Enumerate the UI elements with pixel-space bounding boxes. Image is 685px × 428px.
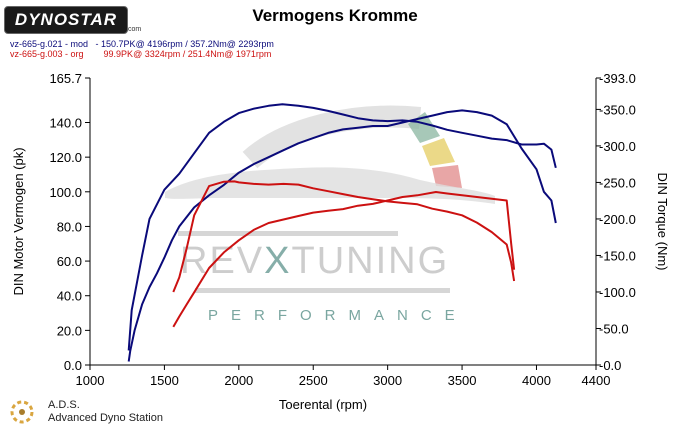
y-right-tick-label: -300.0 xyxy=(599,139,636,154)
x-tick-label: 4400 xyxy=(582,373,611,388)
y-right-tick-label: -350.0 xyxy=(599,102,636,117)
y-axis-right-label: DIN Torque (Nm) xyxy=(655,172,670,270)
logo-text: DYNOSTAR xyxy=(14,10,118,29)
mod-torque-line xyxy=(127,103,557,351)
mod-power-line xyxy=(127,109,557,362)
speed-line-2 xyxy=(195,288,450,293)
revx-watermark: REVXTUNING PERFORMANCE xyxy=(165,105,495,324)
chart-title: Vermogens Kromme xyxy=(252,6,418,25)
logo-suffix: .com xyxy=(126,26,142,33)
gauge-yellow xyxy=(422,138,455,166)
y-right-tick-label: -250.0 xyxy=(599,175,636,190)
x-tick-label: 3500 xyxy=(448,373,477,388)
gauge-arc xyxy=(242,105,422,169)
ads-badge: A.D.S. Advanced Dyno Station xyxy=(8,396,168,426)
y-right-tick-label: -150.0 xyxy=(599,248,636,263)
brand-x: X xyxy=(264,240,291,282)
org-power-line xyxy=(172,191,516,328)
y-right-tick-label: -100.0 xyxy=(599,285,636,300)
series-lines xyxy=(127,103,557,362)
dynostar-logo: DYNOSTAR xyxy=(4,6,128,34)
y-left-tick-label: 100.0 xyxy=(49,185,82,200)
ads-gauge-icon xyxy=(10,400,34,424)
x-tick-label: 3000 xyxy=(373,373,402,388)
speed-line-1 xyxy=(178,231,398,236)
axes: 1000 1500 2000 2500 3000 3500 4000 4400 165.7 140… xyxy=(11,71,670,412)
y-left-tick-label: 120.0 xyxy=(49,150,82,165)
y-right-tick-label: -200.0 xyxy=(599,212,636,227)
run-legend-org: vz-665-g.003 - org 99.9PK@ 3324rpm / 251… xyxy=(10,49,272,59)
x-tick-label: 1000 xyxy=(76,373,105,388)
car-silhouette xyxy=(165,167,495,204)
run-legend-mod: vz-665-g.021 - mod - 150.7PK@ 4196rpm / … xyxy=(10,39,274,49)
y-left-tick-label: 40.0 xyxy=(57,289,82,304)
brand-tuning: TUNING xyxy=(292,240,450,282)
ads-subtitle: Advanced Dyno Station xyxy=(48,412,163,424)
ads-name: A.D.S. xyxy=(48,399,80,411)
x-tick-label: 2000 xyxy=(224,373,253,388)
y-right-tick-label: -0.0 xyxy=(599,358,621,373)
y-axis-left-label: DIN Motor Vermogen (pk) xyxy=(11,147,26,295)
y-left-tick-label: 0.0 xyxy=(64,358,82,373)
brand-rev: REV xyxy=(180,240,264,282)
gauge-red xyxy=(432,165,462,188)
y-right-tick-label: -393.0 xyxy=(599,71,636,86)
x-axis-label: Toerental (rpm) xyxy=(279,397,367,412)
y-left-tick-label: 80.0 xyxy=(57,219,82,234)
x-tick-label: 4000 xyxy=(522,373,551,388)
org-torque-line xyxy=(172,180,516,293)
y-right-tick-label: -50.0 xyxy=(599,321,629,336)
x-tick-label: 1500 xyxy=(150,373,179,388)
y-left-tick-label: 140.0 xyxy=(49,116,82,131)
brand-tagline: PERFORMANCE xyxy=(208,307,468,324)
svg-text:REVXTUNING: REVXTUNING xyxy=(180,240,449,282)
y-left-tick-label: 20.0 xyxy=(57,323,82,338)
y-left-tick-label: 165.7 xyxy=(49,71,82,86)
x-tick-label: 2500 xyxy=(299,373,328,388)
y-left-tick-label: 60.0 xyxy=(57,254,82,269)
